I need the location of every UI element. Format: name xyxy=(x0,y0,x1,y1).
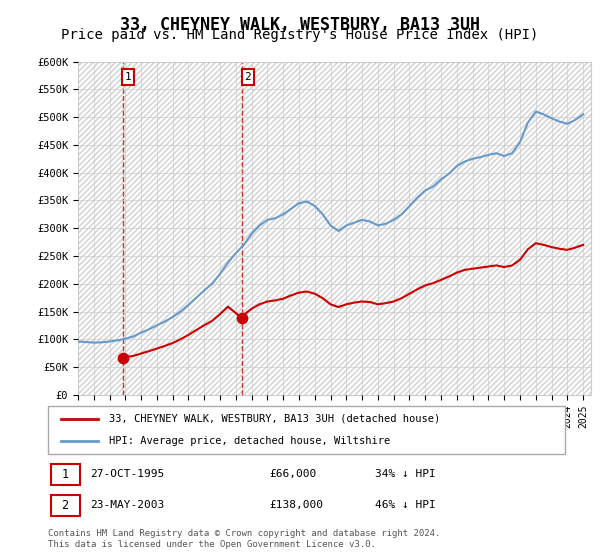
Text: £66,000: £66,000 xyxy=(270,469,317,479)
Text: 2: 2 xyxy=(61,499,68,512)
Point xyxy=(237,314,247,323)
Text: 34% ↓ HPI: 34% ↓ HPI xyxy=(376,469,436,479)
Text: 33, CHEYNEY WALK, WESTBURY, BA13 3UH (detached house): 33, CHEYNEY WALK, WESTBURY, BA13 3UH (de… xyxy=(109,414,440,424)
FancyBboxPatch shape xyxy=(50,494,80,516)
FancyBboxPatch shape xyxy=(48,407,565,454)
Text: Price paid vs. HM Land Registry's House Price Index (HPI): Price paid vs. HM Land Registry's House … xyxy=(61,28,539,42)
Text: Contains HM Land Registry data © Crown copyright and database right 2024.: Contains HM Land Registry data © Crown c… xyxy=(48,529,440,538)
Text: HPI: Average price, detached house, Wiltshire: HPI: Average price, detached house, Wilt… xyxy=(109,436,390,446)
Text: 1: 1 xyxy=(125,72,131,82)
Text: 1: 1 xyxy=(61,468,68,481)
Point xyxy=(118,354,127,363)
Text: 27-OCT-1995: 27-OCT-1995 xyxy=(90,469,164,479)
Text: £138,000: £138,000 xyxy=(270,500,324,510)
Text: 33, CHEYNEY WALK, WESTBURY, BA13 3UH: 33, CHEYNEY WALK, WESTBURY, BA13 3UH xyxy=(120,16,480,34)
Text: This data is licensed under the Open Government Licence v3.0.: This data is licensed under the Open Gov… xyxy=(48,540,376,549)
FancyBboxPatch shape xyxy=(50,464,80,485)
Text: 2: 2 xyxy=(244,72,251,82)
Text: 46% ↓ HPI: 46% ↓ HPI xyxy=(376,500,436,510)
Text: 23-MAY-2003: 23-MAY-2003 xyxy=(90,500,164,510)
